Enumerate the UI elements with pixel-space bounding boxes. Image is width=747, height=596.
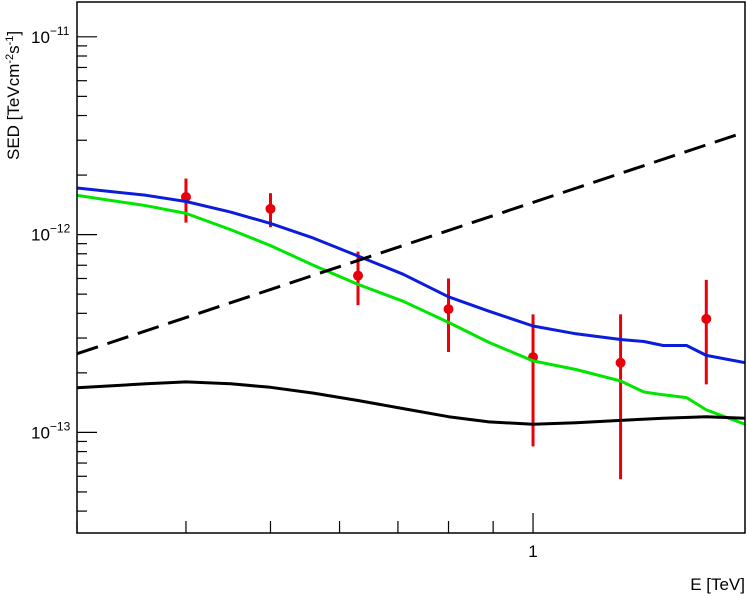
series-line-1 xyxy=(77,186,745,365)
y-tick-label-1: 10−12 xyxy=(31,222,71,245)
y-axis-label-tail: ] xyxy=(4,31,23,36)
plot-area xyxy=(77,130,745,480)
data-point-1 xyxy=(265,203,276,214)
x-tick-label-0: 1 xyxy=(528,542,537,561)
y-tick-label-0: 10−13 xyxy=(31,419,71,442)
series-line-4 xyxy=(77,380,745,426)
series-line-2 xyxy=(77,193,745,426)
y-tick-label-2: 10−11 xyxy=(31,24,70,47)
y-axis-label-exp1: -2 xyxy=(4,54,16,64)
plot-frame xyxy=(76,1,746,534)
data-point-6 xyxy=(701,313,712,324)
data-point-0 xyxy=(180,191,191,202)
y-axis-label-mid: s xyxy=(4,45,23,54)
data-point-3 xyxy=(443,304,454,315)
y-axis-label-exp2: -1 xyxy=(4,36,16,46)
data-point-2 xyxy=(353,270,364,281)
y-axis-label-lead: SED [TeVcm xyxy=(4,64,23,160)
series-line-3 xyxy=(77,130,745,356)
axes: 1 10−13 10−12 10−11 xyxy=(31,1,746,561)
data-point-5 xyxy=(615,357,626,368)
x-axis-label: E [TeV] xyxy=(690,575,745,594)
y-axis-label: SED [TeVcm-2s-1] xyxy=(4,31,23,160)
